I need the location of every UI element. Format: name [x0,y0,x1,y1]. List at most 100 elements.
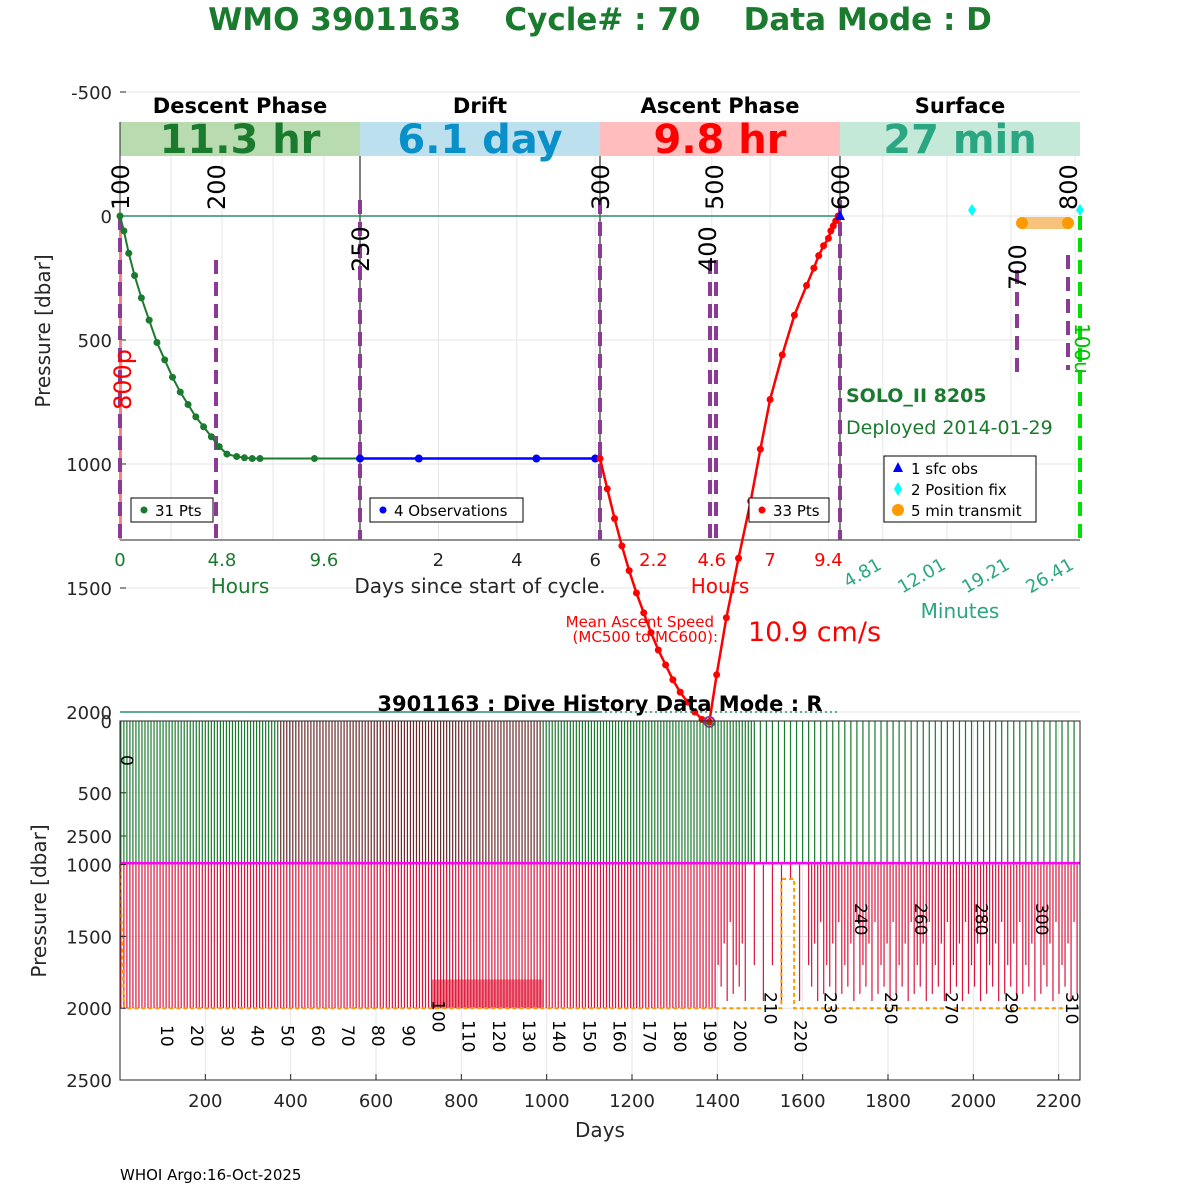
phase-tick-label-ascent: 2.2 [639,550,668,571]
history-x-tick-label: 200 [188,1091,222,1112]
side-label-left: 800p [109,349,137,410]
cycle-label-200: 200 [729,1020,749,1052]
phase-label-descent: Descent Phase [153,94,327,118]
mission-label-250: 250 [347,226,375,272]
ascent-point [596,455,604,463]
descent-point [248,455,256,463]
history-y-tick-label: 500 [78,784,112,805]
descent-point [192,413,200,421]
history-y-axis-label: Pressure [dbar] [27,824,51,977]
descent-point [223,450,231,458]
drift-point [356,454,364,463]
cycle-label-150: 150 [578,1020,598,1052]
history-y-tick-label: 2000 [66,999,112,1020]
descent-point [145,316,153,324]
legend-position-fix-label: 2 Position fix [911,481,1007,499]
ascent-point [722,614,730,622]
ascent-point [810,264,818,272]
phase-tick-label-descent: 9.6 [310,550,339,571]
mission-label-700: 700 [1004,244,1032,290]
cycle-label-270: 270 [940,992,960,1024]
descent-point [233,453,241,461]
history-y-tick-label: 2500 [66,1071,112,1092]
side-label-right: 100u [1070,323,1094,374]
footer-credit: WHOI Argo:16-Oct-2025 [120,1166,302,1184]
cycle-label-300: 300 [1031,903,1051,935]
cycle-label-170: 170 [639,1020,659,1052]
descent-point [200,423,208,431]
cycle-label-140: 140 [548,1020,568,1052]
history-x-tick-label: 1400 [694,1091,740,1112]
top-y-axis-label: Pressure [dbar] [31,254,55,407]
phase-tick-label-surface: 19.21 [958,554,1013,598]
float-model-label: SOLO_II 8205 [846,385,987,407]
drift-count-marker [379,506,387,514]
phase-label-surface: Surface [915,94,1005,118]
cycle-label-250: 250 [880,992,900,1024]
descent-point [153,338,161,346]
descent-point [256,455,264,463]
descent-axis-label: Hours [211,574,270,598]
ascent-point [691,708,699,716]
descent-count-marker [140,506,148,514]
cycle-label-0: 0 [116,755,136,766]
phase-band-ascent [600,122,840,156]
descent-point [131,272,139,280]
ascent-point [625,567,633,575]
cycle-label-240: 240 [850,903,870,935]
history-x-tick-label: 1000 [524,1091,570,1112]
dense-profile-block [431,979,543,1009]
phase-band-descent [120,122,360,156]
descent-point [176,388,184,396]
ascent-axis-label: Hours [691,574,750,598]
cycle-label-100: 100 [428,1000,448,1032]
cycle-label-260: 260 [910,903,930,935]
position-fix-marker [1076,204,1084,216]
history-x-tick-label: 2000 [950,1091,996,1112]
cycle-label-190: 190 [699,1020,719,1052]
ascent-point [618,542,626,550]
phase-duration-ascent: 9.8 hr [654,117,787,163]
cycle-label-20: 20 [186,1025,206,1047]
drift-point [414,454,423,463]
mission-label-200: 200 [203,164,231,210]
history-title: 3901163 : Dive History Data Mode : R [377,692,822,716]
ascent-count-marker [758,506,766,514]
ascent-point [713,671,721,679]
phase-tick-label-ascent: 9.4 [814,550,843,571]
descent-point [168,373,176,381]
descent-point [207,433,215,441]
phase-tick-label-surface: 4.81 [840,554,885,592]
descent-count-box [130,497,214,523]
legend-transmit-label: 5 min transmit [911,502,1022,520]
cycle-label-10: 10 [156,1025,176,1047]
mean-ascent-label: Mean Ascent Speed [566,613,714,631]
history-x-tick-label: 2200 [1036,1091,1082,1112]
phase-tick-label-drift: 4 [511,550,522,571]
page-title: WMO 3901163 Cycle# : 70 Data Mode : D [208,2,992,38]
history-x-tick-label: 1800 [865,1091,911,1112]
descent-point [161,356,169,364]
y-tick-label: -500 [71,83,112,104]
ascent-point [778,351,786,359]
descent-point [184,400,192,408]
mission-label-100: 100 [107,164,135,210]
ascent-point [683,698,691,706]
history-x-tick-label: 800 [444,1091,478,1112]
cycle-label-60: 60 [307,1025,327,1047]
y-tick-label: 500 [78,331,112,352]
phase-tick-label-surface: 26.41 [1022,554,1077,598]
ascent-point [824,234,832,242]
phase-tick-label-descent: 0 [114,550,125,571]
mission-label-300: 300 [587,164,615,210]
cycle-label-160: 160 [608,1020,628,1052]
drift-count-box [369,497,524,523]
drift-count-label: 4 Observations [394,502,508,520]
ascent-count-label: 33 Pts [773,502,820,520]
drift-point [532,454,541,463]
cycle-label-310: 310 [1061,992,1081,1024]
ascent-point [676,688,684,696]
surface-legend-box [883,455,1037,523]
phase-tick-label-ascent: 7 [764,550,775,571]
